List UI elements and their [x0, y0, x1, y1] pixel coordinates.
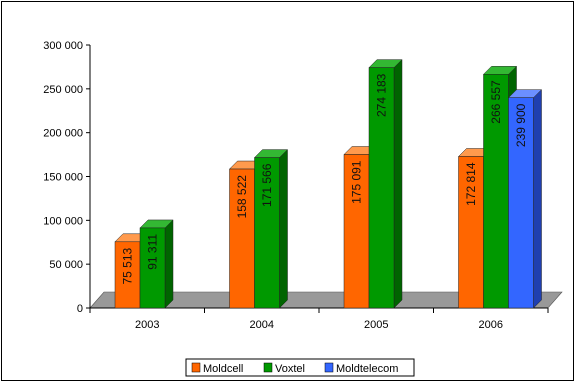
bar-side: [393, 59, 403, 309]
x-tick-label: 2006: [479, 319, 503, 331]
y-tick-label: 250 000: [43, 84, 83, 96]
bar-chart: 0 50 000 100 000 150 000 200 000 250 000 300 0…: [43, 40, 563, 377]
legend-label-moldtelecom: Moldtelecom: [336, 363, 398, 375]
data-label: 239 900: [514, 103, 528, 147]
y-tick-label: 0: [77, 303, 83, 315]
legend-swatch-moldcell: [191, 362, 201, 373]
data-label: 175 091: [350, 160, 364, 204]
data-label: 158 522: [235, 175, 249, 219]
bar-side: [164, 219, 174, 309]
bars-layer: [114, 59, 543, 309]
bar-moldcell-2003: [114, 241, 141, 309]
legend-swatch-voxtel: [263, 362, 273, 373]
data-label: 266 557: [489, 80, 503, 124]
y-tick-label: 100 000: [43, 215, 83, 227]
x-tick-label: 2003: [135, 319, 159, 331]
legend-swatch-moldtelecom: [324, 362, 334, 373]
data-label: 172 814: [464, 162, 478, 206]
bar-voxtel-2006: [483, 74, 509, 309]
data-label: 91 311: [146, 234, 160, 270]
y-tick-label: 300 000: [43, 40, 83, 52]
bar-moldcell-2004: [229, 168, 255, 309]
x-tick-label: 2005: [364, 319, 388, 331]
bar-voxtel-2004: [254, 157, 280, 309]
legend-box: [185, 358, 415, 377]
bar-moldtelecom-2006: [508, 97, 534, 309]
y-tick-label: 200 000: [43, 128, 83, 140]
legend-label-moldcell: Moldcell: [203, 363, 243, 375]
data-label: 274 183: [375, 73, 389, 117]
legend-label-voxtel: Voxtel: [275, 363, 305, 375]
data-label: 75 513: [121, 247, 135, 284]
bar-voxtel-2005: [368, 67, 395, 309]
y-tick-label: 150 000: [43, 172, 83, 184]
bar-side: [279, 148, 288, 309]
data-label: 171 566: [260, 163, 274, 207]
y-tick-label: 50 000: [49, 259, 83, 271]
x-tick-label: 2004: [250, 319, 274, 331]
data-labels-layer: 75 513 91 311 158 522 171 566 175 091 274 183…: [121, 73, 529, 284]
bar-side: [533, 89, 542, 309]
bar-voxtel-2003: [139, 227, 166, 309]
legend: Moldcell Voxtel Moldtelecom: [185, 358, 415, 377]
bar-moldcell-2005: [343, 154, 370, 309]
